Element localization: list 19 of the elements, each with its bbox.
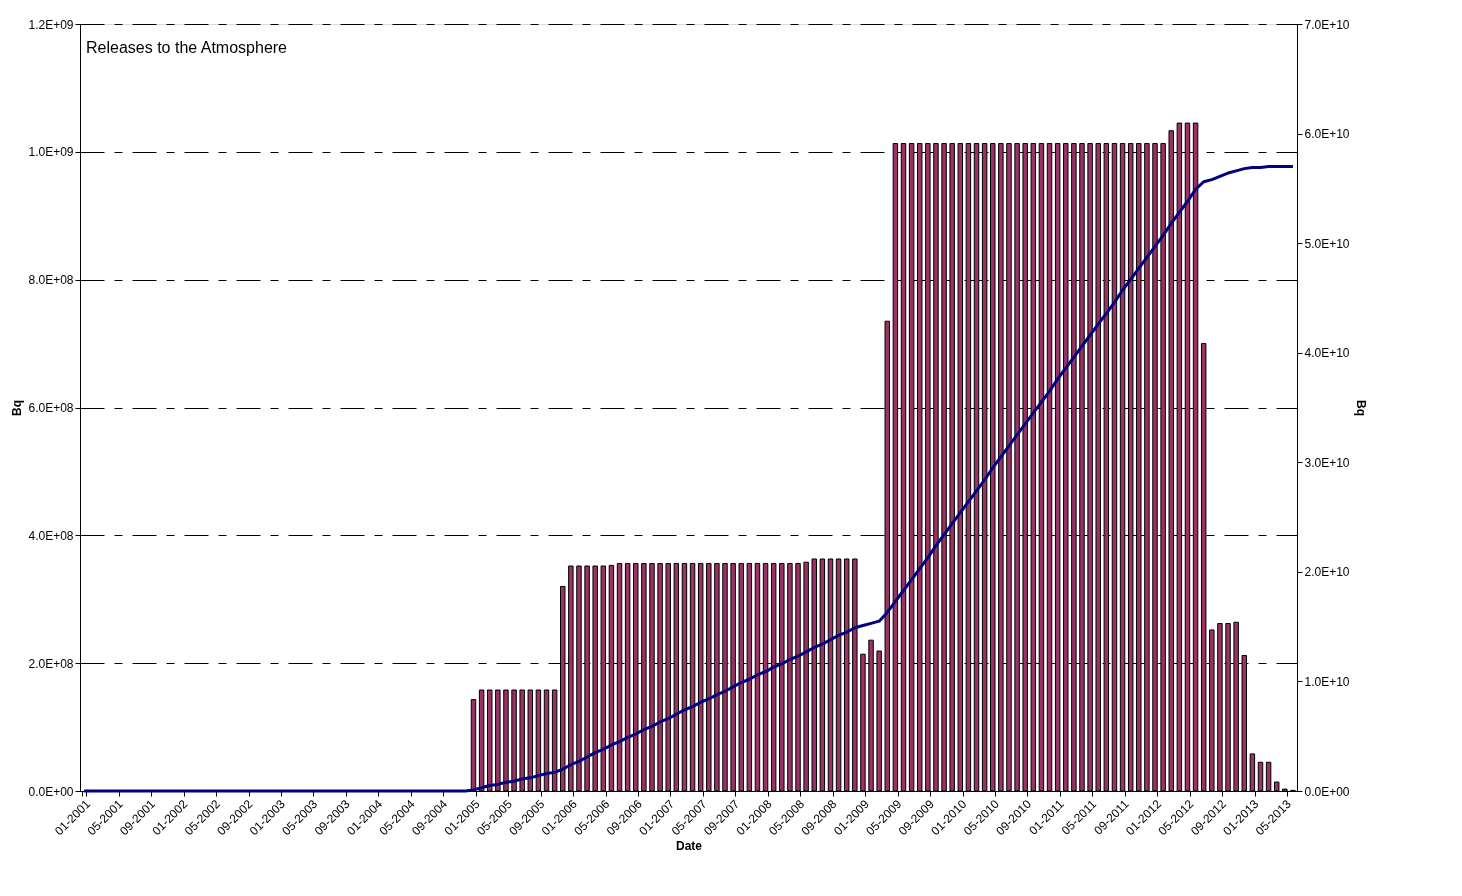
y-tick-label: 2.0E+08 — [28, 656, 74, 671]
y-tick-label: 8.0E+08 — [28, 273, 74, 288]
y-tick-label: 4.0E+08 — [28, 528, 74, 543]
y-tick-label: 1.2E+09 — [28, 17, 74, 32]
y2-axis-title: Bq — [1353, 400, 1368, 416]
y2-tick-label: 4.0E+10 — [1304, 346, 1350, 361]
y2-tick-label: 3.0E+10 — [1304, 455, 1350, 470]
y2-tick-label: 6.0E+10 — [1304, 127, 1350, 142]
y2-tick-label: 1.0E+10 — [1304, 674, 1350, 689]
y2-tick-label: 0.0E+00 — [1304, 784, 1350, 799]
y-tick-label: 0.0E+00 — [28, 784, 74, 799]
annotation: Releases to the Atmosphere — [86, 39, 288, 56]
y-axis-title: Bq — [10, 400, 25, 416]
y2-tick-label: 7.0E+10 — [1304, 17, 1350, 32]
y-tick-label: 6.0E+08 — [28, 401, 74, 415]
y2-tick-label: 5.0E+10 — [1304, 236, 1350, 251]
y2-tick-label: 2.0E+10 — [1304, 565, 1350, 580]
x-axis-title: Date — [675, 839, 703, 854]
y-tick-label: 1.0E+09 — [28, 145, 74, 160]
